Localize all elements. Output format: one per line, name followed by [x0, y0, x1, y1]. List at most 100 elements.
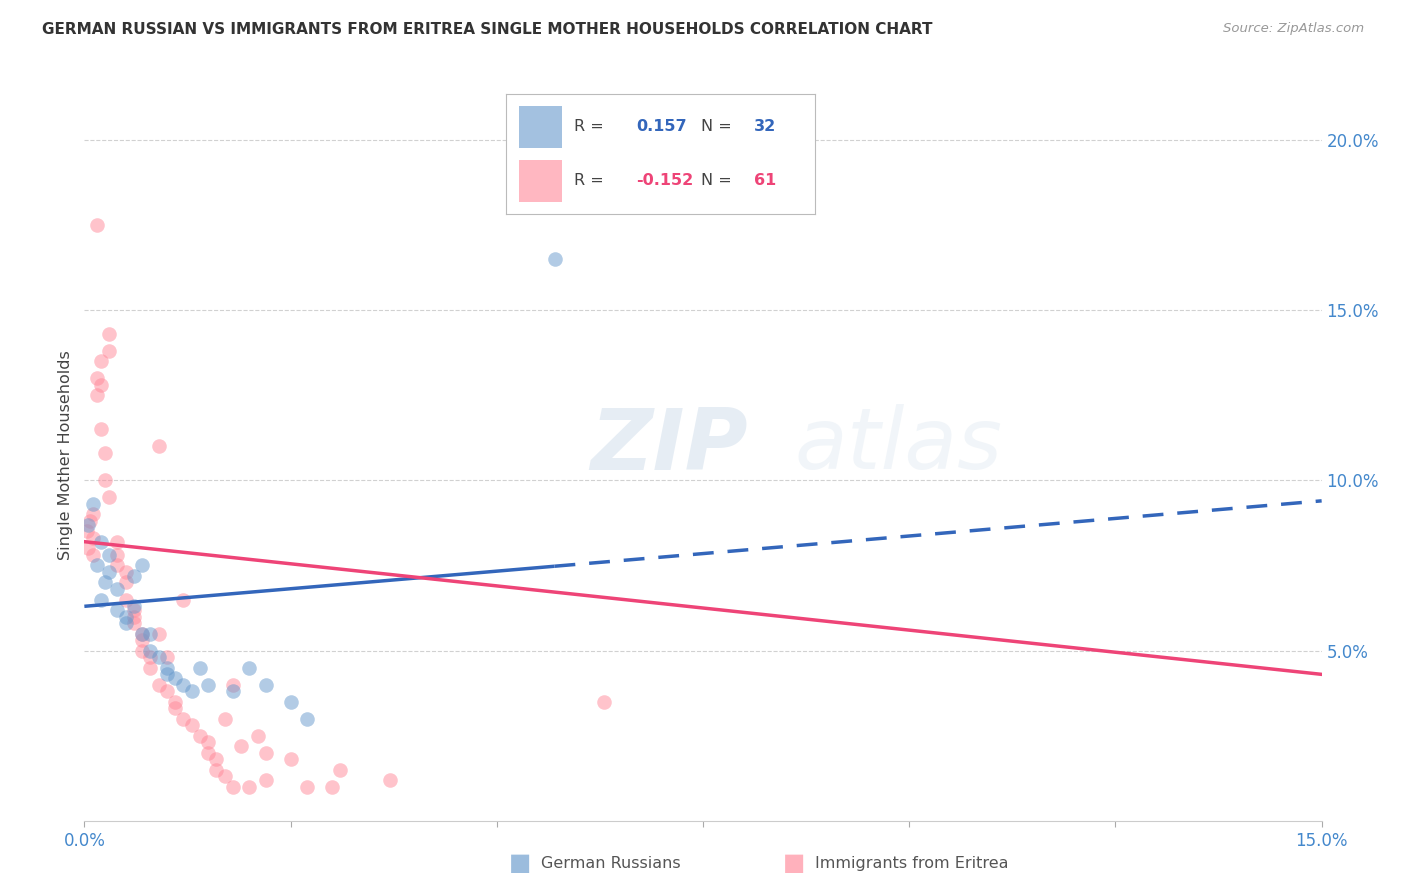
Point: [165, 671, 187, 685]
Point: [148, 677, 170, 691]
Point: [114, 609, 136, 624]
Point: [280, 695, 302, 709]
Point: [86, 558, 108, 573]
Point: [139, 660, 162, 674]
Point: [165, 695, 187, 709]
Point: [254, 746, 277, 760]
Text: Immigrants from Eritrea: Immigrants from Eritrea: [815, 856, 1010, 871]
Point: [148, 650, 170, 665]
Point: [205, 752, 228, 766]
Point: [131, 626, 153, 640]
Point: [76, 524, 98, 539]
Point: [329, 763, 352, 777]
Text: atlas: atlas: [794, 404, 1002, 488]
Point: [79, 514, 101, 528]
Point: [172, 592, 194, 607]
Text: N =: N =: [702, 173, 737, 188]
Point: [90, 592, 112, 607]
Point: [98, 327, 121, 342]
Text: 0.157: 0.157: [636, 120, 686, 135]
Point: [105, 558, 128, 573]
Point: [86, 388, 108, 402]
Point: [222, 780, 245, 794]
Point: [90, 534, 112, 549]
Point: [214, 712, 236, 726]
Point: [254, 772, 277, 787]
Bar: [519, 105, 562, 148]
Point: [197, 677, 219, 691]
Text: R =: R =: [574, 173, 609, 188]
Point: [82, 549, 104, 563]
Text: ■: ■: [783, 852, 806, 875]
Text: 61: 61: [754, 173, 776, 188]
Point: [229, 739, 252, 753]
Text: German Russians: German Russians: [541, 856, 681, 871]
Point: [156, 667, 179, 681]
Text: GERMAN RUSSIAN VS IMMIGRANTS FROM ERITREA SINGLE MOTHER HOUSEHOLDS CORRELATION C: GERMAN RUSSIAN VS IMMIGRANTS FROM ERITRE…: [42, 22, 932, 37]
Point: [148, 439, 170, 453]
Point: [131, 633, 153, 648]
Point: [222, 684, 245, 698]
Point: [77, 541, 100, 556]
Point: [90, 354, 112, 368]
Text: -0.152: -0.152: [636, 173, 693, 188]
Text: N =: N =: [702, 120, 737, 135]
Point: [98, 549, 121, 563]
Point: [188, 660, 211, 674]
Y-axis label: Single Mother Households: Single Mother Households: [58, 350, 73, 560]
Point: [131, 558, 153, 573]
Point: [197, 735, 219, 749]
Point: [172, 677, 194, 691]
Point: [238, 780, 260, 794]
Point: [98, 491, 121, 505]
Point: [214, 769, 236, 783]
Point: [148, 626, 170, 640]
Bar: [519, 160, 562, 202]
Text: R =: R =: [574, 120, 609, 135]
Point: [131, 643, 153, 657]
Point: [188, 729, 211, 743]
Point: [82, 508, 104, 522]
Text: Source: ZipAtlas.com: Source: ZipAtlas.com: [1223, 22, 1364, 36]
Point: [94, 474, 117, 488]
Point: [139, 626, 162, 640]
Point: [246, 729, 269, 743]
Point: [295, 712, 318, 726]
Point: [180, 718, 202, 732]
Point: [86, 371, 108, 385]
Point: [172, 712, 194, 726]
Point: [86, 219, 108, 233]
Point: [105, 603, 128, 617]
Point: [205, 763, 228, 777]
Point: [378, 772, 401, 787]
Point: [156, 660, 179, 674]
Point: [82, 497, 104, 511]
Point: [90, 378, 112, 392]
Point: [114, 575, 136, 590]
Point: [94, 446, 117, 460]
Point: [105, 534, 128, 549]
Text: ZIP: ZIP: [591, 404, 748, 488]
Point: [139, 650, 162, 665]
Text: 32: 32: [754, 120, 776, 135]
Point: [82, 531, 104, 545]
Point: [222, 677, 245, 691]
Point: [593, 695, 616, 709]
Point: [131, 626, 153, 640]
Point: [238, 660, 260, 674]
Point: [105, 582, 128, 597]
Text: ■: ■: [509, 852, 531, 875]
Point: [197, 746, 219, 760]
Point: [165, 701, 187, 715]
Point: [122, 609, 145, 624]
Point: [114, 616, 136, 631]
Point: [321, 780, 343, 794]
Point: [90, 422, 112, 436]
Point: [98, 344, 121, 359]
Point: [122, 603, 145, 617]
Point: [280, 752, 302, 766]
Point: [139, 643, 162, 657]
Point: [156, 650, 179, 665]
Point: [180, 684, 202, 698]
Point: [295, 780, 318, 794]
